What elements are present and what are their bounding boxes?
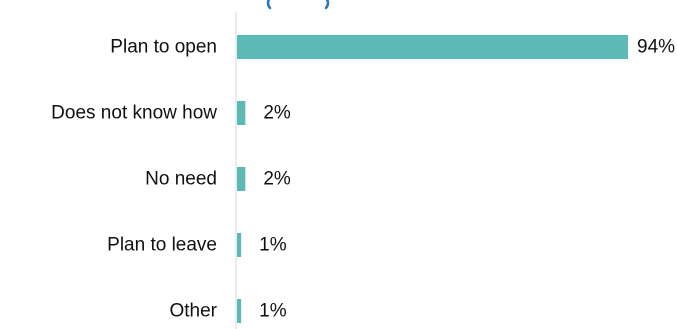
value-label: 1% <box>259 235 287 256</box>
bar <box>237 233 242 257</box>
cropped-title-fragment <box>266 0 330 10</box>
category-label: Plan to leave <box>107 235 217 256</box>
category-label: Does not know how <box>51 103 217 124</box>
category-label: Other <box>169 301 217 322</box>
bar <box>237 167 246 191</box>
bar <box>237 299 242 323</box>
bar <box>237 101 246 125</box>
value-label: 2% <box>263 103 291 124</box>
value-label: 1% <box>259 301 287 322</box>
value-label: 94% <box>637 37 675 58</box>
category-label: No need <box>145 169 217 190</box>
bar <box>237 35 629 59</box>
value-label: 2% <box>263 169 291 190</box>
category-label: Plan to open <box>110 37 217 58</box>
